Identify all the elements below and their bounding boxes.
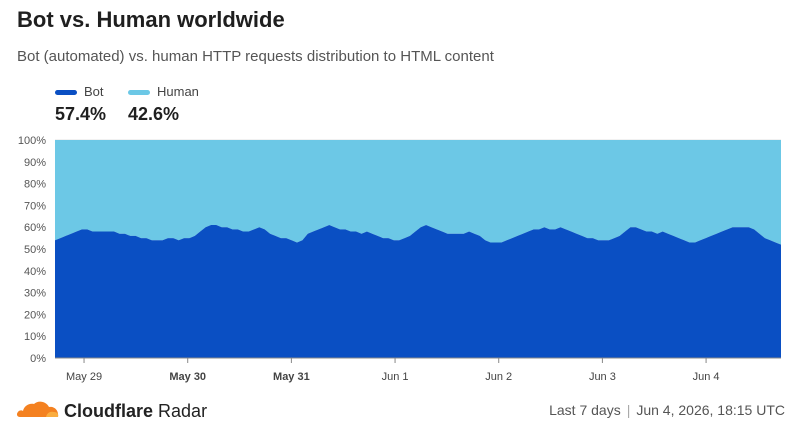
footer-meta: Last 7 days | Jun 4, 2026, 18:15 UTC [549, 402, 785, 418]
timestamp: Jun 4, 2026, 18:15 UTC [636, 402, 785, 418]
legend-value-human: 42.6% [128, 104, 180, 124]
y-tick-label: 0% [30, 353, 46, 365]
legend-value-bot: 57.4% [55, 104, 107, 124]
y-tick-label: 20% [24, 309, 46, 321]
bot-human-area-chart[interactable]: 0% 10% 20% 30% 40% 50% 60% 70% 80% 90% 100% May 29 M… [0, 128, 801, 390]
cloudflare-logo-icon [16, 401, 59, 417]
legend-swatch-bot [55, 90, 77, 95]
y-tick-label: 50% [24, 244, 46, 256]
x-tick-label: May 29 [66, 371, 102, 383]
chart-subtitle: Bot (automated) vs. human HTTP requests … [17, 48, 494, 65]
area-bot [55, 225, 781, 358]
x-tick-label: May 30 [169, 371, 206, 383]
x-tick-label: Jun 3 [589, 371, 616, 383]
y-tick-label: 60% [24, 222, 46, 234]
brand-sub: Radar [158, 401, 208, 421]
footer-separator: | [626, 402, 631, 418]
x-tick-label: Jun 2 [485, 371, 512, 383]
y-tick-label: 90% [24, 157, 46, 169]
x-tick-label: Jun 4 [693, 371, 720, 383]
legend-label-bot: Bot [84, 84, 104, 99]
time-range: Last 7 days [549, 402, 621, 418]
y-tick-label: 80% [24, 179, 46, 191]
x-tick-label: May 31 [273, 371, 310, 383]
y-tick-label: 40% [24, 266, 46, 278]
y-tick-label: 70% [24, 200, 46, 212]
area-human [55, 140, 781, 245]
brand-name: Cloudflare Radar [64, 401, 207, 422]
y-tick-label: 30% [24, 288, 46, 300]
y-tick-label: 10% [24, 331, 46, 343]
brand-main: Cloudflare [64, 401, 154, 421]
chart-title: Bot vs. Human worldwide [17, 7, 285, 32]
x-tick-label: Jun 1 [382, 371, 409, 383]
y-tick-label: 100% [18, 135, 46, 147]
legend-swatch-human [128, 90, 150, 95]
legend-label-human: Human [157, 84, 199, 99]
